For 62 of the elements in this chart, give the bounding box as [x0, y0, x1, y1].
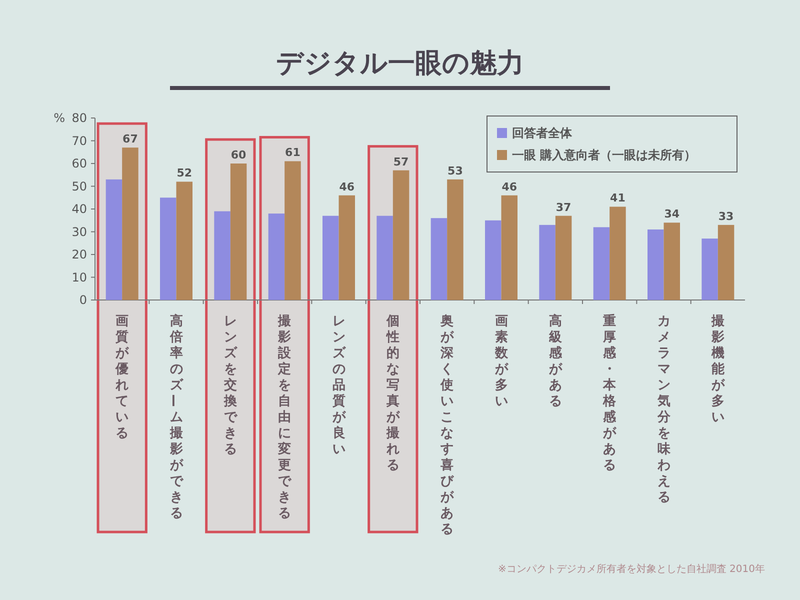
bar	[485, 220, 502, 300]
bar	[539, 224, 556, 300]
bar	[555, 216, 572, 300]
bar	[702, 238, 718, 300]
legend-label: 一眼 購入意向者（一眼は未所有）	[512, 148, 696, 162]
y-tick-label: 80	[72, 111, 87, 125]
bar	[610, 206, 626, 300]
bar	[284, 161, 301, 300]
bar	[268, 214, 285, 300]
data-label: 34	[664, 208, 680, 221]
bar	[160, 198, 176, 300]
data-label: 67	[122, 132, 138, 146]
y-tick-label: 60	[72, 156, 87, 170]
data-label: 52	[176, 166, 192, 180]
category-label: 個性的な写真が撮れる	[386, 314, 400, 474]
bar	[106, 179, 122, 300]
data-label: 37	[556, 200, 572, 214]
y-tick-label: 30	[72, 224, 87, 239]
category-label: 奥が深く使いこなす喜びがある	[440, 314, 454, 538]
legend-label: 回答者全体	[512, 126, 573, 140]
bar	[376, 216, 393, 300]
category-label: 撮影設定を自由に変更できる	[278, 314, 292, 522]
bar	[176, 182, 192, 300]
y-tick-label: 40	[72, 202, 87, 216]
bar	[338, 195, 355, 300]
bar	[718, 224, 734, 300]
x-tick-label: 画質が優れている	[114, 314, 130, 442]
data-label: 33	[718, 210, 734, 223]
category-label: 重厚感・本格感がある	[603, 314, 616, 474]
y-tick-label: 70	[72, 134, 87, 148]
category-label: レンズの品質が良い	[332, 314, 346, 458]
data-label: 61	[285, 146, 300, 160]
category-label: 高倍率のズーム撮影ができる	[164, 314, 183, 522]
bar	[593, 227, 610, 300]
bar	[664, 222, 680, 300]
data-label: 57	[393, 155, 409, 168]
y-tick-label: 20	[72, 248, 87, 262]
bar	[501, 195, 518, 300]
data-label: 53	[448, 164, 463, 178]
category-label: レンズを交換できる	[224, 314, 237, 458]
chart-title: デジタル一眼の魅力	[276, 48, 524, 79]
bar	[447, 179, 464, 300]
x-tick-label: 画素数が多い	[494, 314, 509, 410]
data-label: 60	[230, 148, 247, 162]
x-tick-label: 撮影機能が多い	[710, 314, 726, 426]
bar	[214, 211, 230, 300]
data-label: 46	[502, 180, 518, 194]
y-axis-title: %	[54, 111, 65, 125]
bar	[230, 164, 247, 300]
bar	[322, 216, 339, 300]
category-label: カメラマン気分を味わえる	[657, 314, 670, 506]
bar	[122, 148, 138, 300]
bar	[392, 170, 410, 300]
y-tick-label: 50	[72, 179, 87, 194]
text: ※コンパクトデジカメ所有者を対象とした自社調査 2010年	[498, 563, 765, 575]
y-tick-label: 10	[72, 270, 87, 284]
y-tick-label: 0	[79, 293, 87, 307]
bar	[648, 229, 664, 300]
data-label: 41	[610, 192, 626, 205]
data-label: 46	[339, 180, 355, 194]
bar	[430, 218, 448, 300]
x-tick-label: 高級感がある	[548, 313, 563, 410]
